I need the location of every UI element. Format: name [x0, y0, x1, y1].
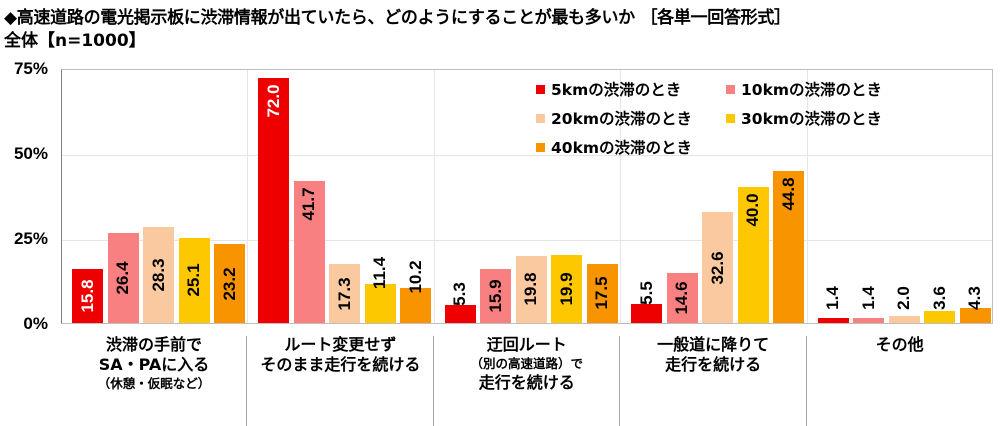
y-tick-label: 25% [13, 229, 48, 248]
legend-label: 5kmの渋滞のとき [551, 81, 682, 99]
legend-label: 40kmの渋滞のとき [551, 139, 693, 157]
category-label-line: 走行を続ける [478, 373, 575, 392]
category-divider [433, 70, 435, 323]
category-label: 一般道に降りて 走行を続ける [620, 335, 806, 375]
bar-value-label: 40.0 [743, 193, 763, 227]
legend-swatch-icon [536, 142, 545, 152]
bar-value-label: 5.5 [636, 281, 656, 306]
bar-value-label: 15.8 [77, 279, 97, 313]
bar-value-label: 1.4 [823, 286, 843, 310]
legend-item: 10kmの渋滞のとき [726, 78, 882, 100]
bar: 15.8 [72, 269, 103, 323]
category-label: ルート変更せず そのまま走行を続ける [247, 335, 433, 375]
bar: 1.4 [817, 286, 849, 323]
plot-area: 15.8 26.4 28.3 25.1 23.2 72.0 41.7 17.3 11.4 10.2… [61, 69, 993, 324]
category-label-line: その他 [875, 335, 924, 354]
bar-value-label: 11.4 [370, 257, 390, 290]
bar: 10.2 [400, 261, 432, 323]
bar-value-label: 28.3 [148, 258, 168, 292]
legend-swatch-icon [536, 84, 545, 94]
bar: 32.6 [702, 212, 734, 323]
bar: 14.6 [666, 273, 698, 323]
category-divider [246, 336, 248, 426]
bar: 19.9 [551, 255, 583, 323]
bar: 23.2 [214, 244, 245, 323]
bar: 40.0 [737, 187, 769, 323]
category-label-line: （休憩・仮眠など） [97, 376, 211, 391]
bar: 5.3 [444, 282, 476, 323]
legend: 5kmの渋滞のとき 10kmの渋滞のとき 20kmの渋滞のとき 30kmの渋滞のとき 4… [536, 78, 916, 168]
bar: 17.3 [329, 264, 361, 323]
bar: 5.5 [631, 281, 663, 323]
bar: 15.9 [480, 268, 512, 323]
category-label-line: そのまま走行を続ける [260, 355, 421, 374]
category-label: 渋滞の手前で SA・PAに入る （休憩・仮眠など） [61, 335, 247, 393]
category-divider [619, 336, 621, 426]
bar: 11.4 [364, 257, 396, 323]
bar: 25.1 [178, 237, 210, 323]
category-divider [806, 70, 808, 323]
bar: 28.3 [143, 226, 174, 323]
bar: 4.3 [959, 286, 991, 323]
gridline [62, 240, 992, 241]
category-label-line: （別の高速道路）で [470, 356, 584, 371]
legend-swatch-icon [536, 113, 545, 123]
bar-value-label: 1.4 [858, 286, 878, 310]
bar: 19.8 [515, 255, 547, 323]
bar-value-label: 32.6 [707, 251, 727, 285]
legend-swatch-icon [726, 113, 735, 123]
y-tick-label: 0% [23, 314, 48, 333]
bar: 72.0 [258, 78, 290, 323]
bar: 17.5 [586, 263, 618, 323]
bar: 2.0 [888, 286, 920, 323]
bar-value-label: 4.3 [965, 286, 985, 310]
legend-label: 30kmの渋滞のとき [741, 110, 883, 128]
y-tick-label: 75% [13, 59, 48, 78]
gridline [62, 155, 992, 156]
legend-label: 10kmの渋滞のとき [741, 81, 883, 99]
legend-label: 20kmの渋滞のとき [551, 110, 693, 128]
category-divider [805, 336, 807, 426]
bar-value-label: 10.2 [405, 260, 425, 294]
bar-value-label: 72.0 [263, 84, 283, 118]
category-divider [620, 70, 622, 323]
category-label-line: ルート変更せず [284, 335, 397, 354]
category-label-line: SA・PAに入る [98, 355, 210, 374]
bar: 44.8 [773, 170, 805, 323]
bar-value-label: 17.3 [334, 277, 354, 311]
bar: 26.4 [107, 233, 139, 323]
bar-value-label: 44.8 [778, 177, 798, 211]
bar-value-label: 17.5 [592, 276, 612, 310]
bar: 3.6 [924, 286, 956, 323]
chart-subtitle: 全体【n=1000】 [4, 31, 146, 51]
category-label: 迂回ルート （別の高速道路）で走行を続ける [434, 335, 620, 393]
bar-value-label: 15.9 [485, 279, 505, 313]
legend-item: 30kmの渋滞のとき [726, 107, 882, 129]
bar-value-label: 2.0 [894, 286, 914, 310]
bar: 1.4 [853, 286, 885, 323]
bar-value-label: 26.4 [113, 261, 132, 295]
category-label-line: 迂回ルート [486, 335, 567, 354]
bar-value-label: 23.2 [219, 267, 239, 301]
legend-item: 40kmの渋滞のとき [536, 136, 692, 158]
bar-value-label: 3.6 [929, 286, 949, 310]
category-label-line: 一般道に降りて [657, 335, 770, 354]
y-tick-label: 50% [13, 144, 48, 163]
bar-value-label: 19.8 [521, 272, 541, 306]
legend-swatch-icon [726, 84, 735, 94]
bar-value-label: 41.7 [299, 187, 319, 221]
category-label: その他 [807, 335, 993, 355]
category-label-line: 走行を続ける [665, 355, 762, 374]
legend-item: 5kmの渋滞のとき [536, 78, 681, 100]
bar-value-label: 19.9 [556, 272, 576, 306]
category-divider [247, 70, 249, 323]
bar-value-label: 25.1 [184, 263, 203, 297]
bar: 41.7 [293, 181, 325, 323]
category-divider [432, 336, 434, 426]
category-label-line: 渋滞の手前で [105, 335, 202, 354]
chart-title: ◆高速道路の電光掲示板に渋滞情報が出ていたら、どのようにすることが最も多いか ［… [4, 8, 791, 28]
bar-value-label: 14.6 [672, 281, 692, 315]
legend-item: 20kmの渋滞のとき [536, 107, 692, 129]
bar-value-label: 5.3 [450, 282, 470, 306]
